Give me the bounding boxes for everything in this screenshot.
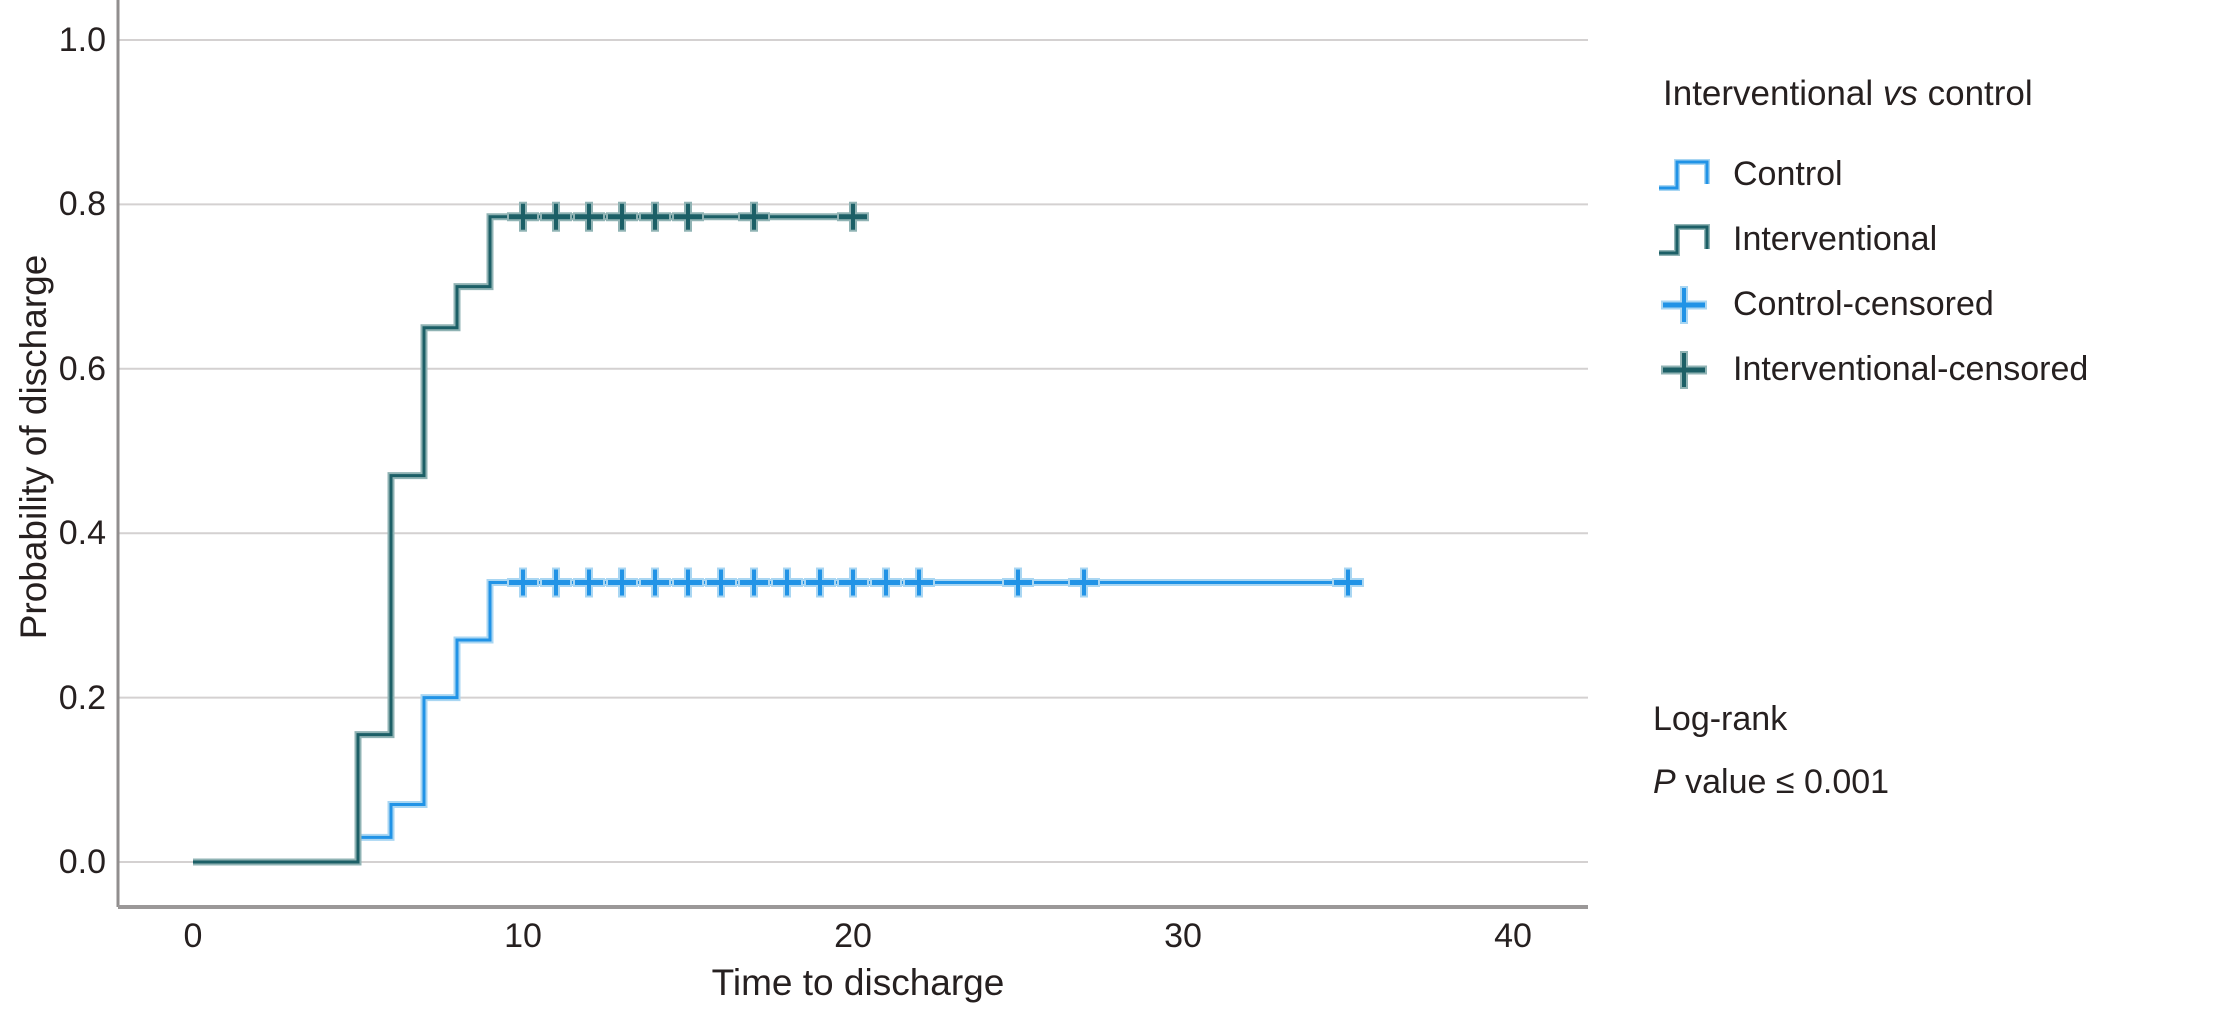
y-tick-label-0.2: 0.2 xyxy=(58,678,106,717)
x-tick-label-30: 30 xyxy=(1164,917,1202,955)
icon-stroke xyxy=(1659,225,1709,254)
icon-stroke xyxy=(1659,160,1709,189)
series-curve-interventional xyxy=(193,213,863,866)
icon-stroke xyxy=(1659,223,1710,256)
legend: Interventional vs control Control Interve… xyxy=(1657,74,2217,402)
legend-item-label: Interventional-censored xyxy=(1733,350,2089,388)
x-axis-title: Time to discharge xyxy=(711,962,1005,1003)
series-curve-control xyxy=(193,579,1362,866)
y-tick-label-0.4: 0.4 xyxy=(58,514,106,553)
legend-item-label: Interventional xyxy=(1733,220,1938,258)
p-value-italic-p: P xyxy=(1653,763,1676,801)
legend-items: Control Interventional Control-censored Int… xyxy=(1657,142,2217,402)
legend-item-control: Control xyxy=(1657,142,2217,207)
y-tick-label-1.0: 1.0 xyxy=(58,21,106,59)
icon-stroke xyxy=(1659,158,1710,191)
legend-title-vs: vs xyxy=(1882,74,1918,113)
step-curve-icon xyxy=(1659,223,1710,256)
y-tick-label-0.8: 0.8 xyxy=(58,185,106,224)
censored-plus-icon xyxy=(1661,285,1707,324)
y-tick-label-0.0: 0.0 xyxy=(58,843,106,881)
x-tick-label-10: 10 xyxy=(504,917,542,955)
y-tick-label-0.6: 0.6 xyxy=(58,349,106,388)
y-axis-title: Probability of discharge xyxy=(13,254,54,640)
series-curve-interventional xyxy=(193,215,863,864)
p-value-label: P value ≤ 0.001 xyxy=(1653,763,1889,802)
p-value-text: value ≤ 0.001 xyxy=(1675,763,1890,801)
series-curve-control xyxy=(193,581,1362,864)
log-rank-label: Log-rank xyxy=(1653,700,1788,738)
legend-title-pre: Interventional xyxy=(1663,74,1883,113)
step-curve-icon xyxy=(1659,158,1710,191)
x-tick-label-40: 40 xyxy=(1494,917,1532,955)
x-tick-label-0: 0 xyxy=(183,917,203,955)
censored-plus-icon xyxy=(1661,350,1707,389)
legend-item-interventional: Interventional xyxy=(1657,207,2217,272)
legend-item-label: Control xyxy=(1733,155,1843,193)
legend-title-post: control xyxy=(1917,74,2033,113)
legend-item-label: Control-censored xyxy=(1733,285,1994,323)
x-tick-label-20: 20 xyxy=(834,917,872,955)
legend-item-interventional-censored: Interventional-censored xyxy=(1657,337,2217,402)
legend-title: Interventional vs control xyxy=(1657,74,2217,114)
legend-item-control-censored: Control-censored xyxy=(1657,272,2217,337)
